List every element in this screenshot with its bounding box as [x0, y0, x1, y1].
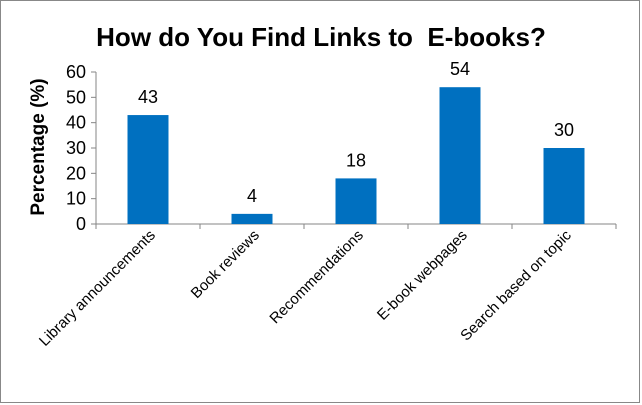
- data-label: 18: [346, 150, 366, 170]
- bar: [127, 115, 169, 224]
- y-tick-label: 60: [66, 62, 86, 82]
- y-tick-label: 50: [66, 87, 86, 107]
- y-tick-label: 40: [66, 113, 86, 133]
- bar: [439, 87, 481, 224]
- y-tick-label: 0: [76, 214, 86, 234]
- bar: [543, 148, 585, 224]
- chart-axes: 0 10 20 30 40 50 60: [66, 62, 617, 234]
- data-label: 4: [247, 186, 257, 206]
- data-label: 30: [554, 120, 574, 140]
- category-label: E-book webpages: [374, 227, 471, 324]
- chart-category-labels: Library announcements Book reviews Recomme…: [36, 226, 575, 349]
- data-label: 54: [450, 59, 470, 79]
- category-label: Book reviews: [188, 227, 263, 302]
- category-label: Search based on topic: [457, 226, 575, 344]
- y-tick-label: 30: [66, 138, 86, 158]
- y-tick-label: 20: [66, 163, 86, 183]
- y-axis-label: Percentage (%): [28, 78, 49, 215]
- bar: [231, 213, 273, 224]
- chart-bars: [127, 87, 585, 224]
- category-label: Library announcements: [36, 227, 159, 350]
- bar: [335, 178, 377, 224]
- chart-title: How do You Find Links to E-books?: [96, 22, 546, 52]
- chart-data-labels: 43 4 18 54 30: [138, 59, 574, 206]
- y-tick-label: 10: [66, 189, 86, 209]
- category-label: Recommendations: [266, 227, 366, 327]
- data-label: 43: [138, 87, 158, 107]
